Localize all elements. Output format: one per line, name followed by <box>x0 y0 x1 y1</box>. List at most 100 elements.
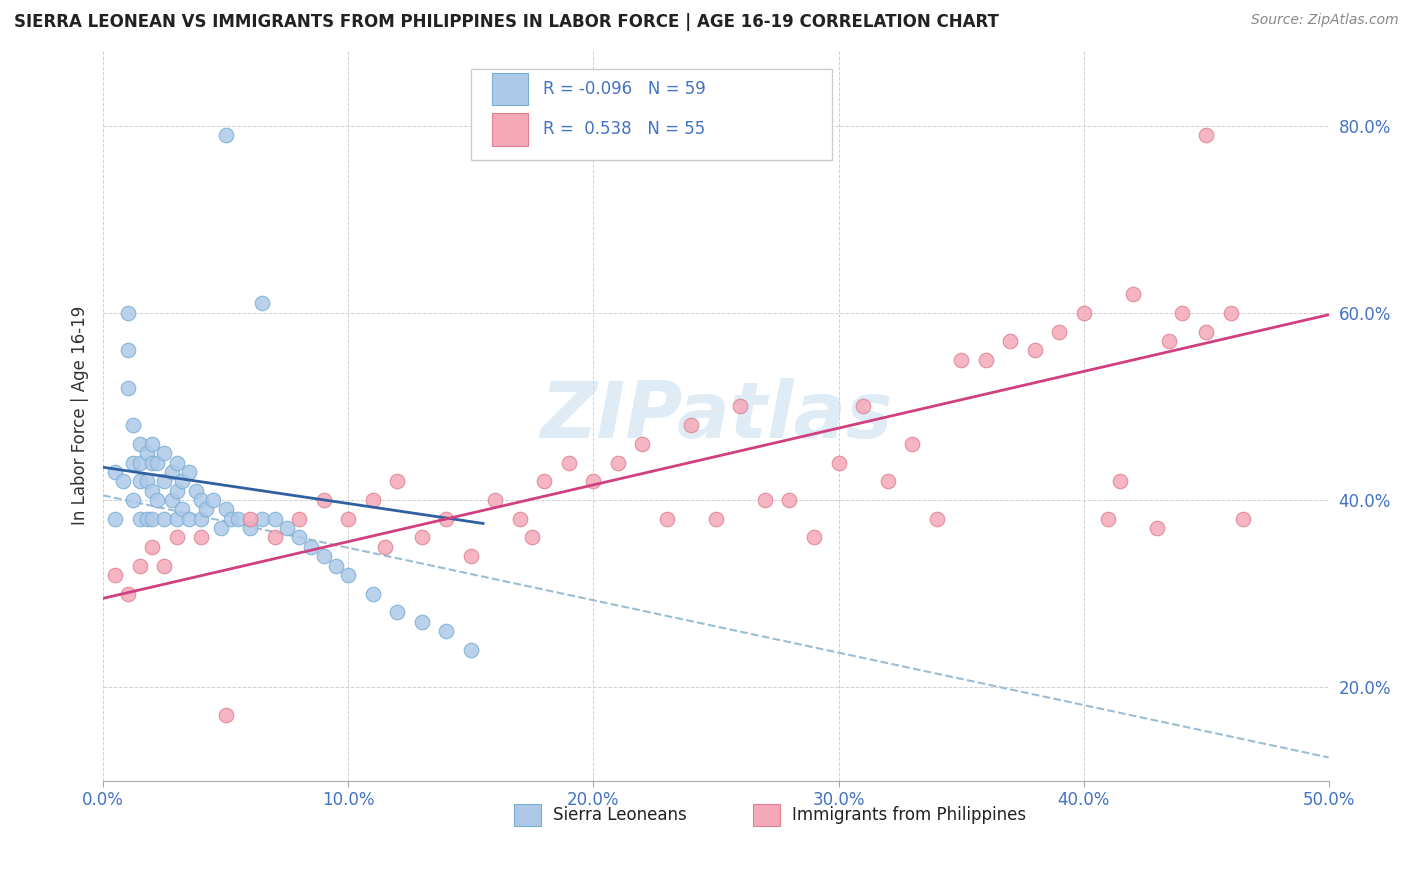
Point <box>950 352 973 367</box>
Point <box>901 437 924 451</box>
Point <box>215 708 238 723</box>
Point <box>146 493 169 508</box>
Point <box>1146 521 1168 535</box>
Point <box>361 587 384 601</box>
Point <box>754 493 776 508</box>
Point <box>190 512 212 526</box>
Point <box>195 502 218 516</box>
Point <box>190 531 212 545</box>
Point <box>998 334 1021 348</box>
Point <box>411 531 433 545</box>
Point <box>276 521 298 535</box>
Point <box>177 512 200 526</box>
Point <box>153 558 176 573</box>
Point <box>166 512 188 526</box>
Point <box>312 549 335 564</box>
Point <box>263 512 285 526</box>
Point <box>141 540 163 554</box>
Point <box>1109 475 1132 489</box>
Point <box>226 512 249 526</box>
Point <box>434 624 457 639</box>
Point <box>160 493 183 508</box>
Point <box>104 465 127 479</box>
Point <box>219 512 242 526</box>
Point <box>117 587 139 601</box>
Point <box>434 512 457 526</box>
FancyBboxPatch shape <box>471 69 832 161</box>
Point <box>252 296 274 310</box>
Text: Immigrants from Philippines: Immigrants from Philippines <box>792 806 1026 824</box>
Text: R =  0.538   N = 55: R = 0.538 N = 55 <box>543 120 706 138</box>
Point <box>387 475 409 489</box>
FancyBboxPatch shape <box>752 805 780 826</box>
Point <box>190 493 212 508</box>
Point <box>170 502 193 516</box>
Point <box>1047 325 1070 339</box>
Text: SIERRA LEONEAN VS IMMIGRANTS FROM PHILIPPINES IN LABOR FORCE | AGE 16-19 CORRELA: SIERRA LEONEAN VS IMMIGRANTS FROM PHILIP… <box>14 13 998 31</box>
Point <box>146 456 169 470</box>
Point <box>129 558 152 573</box>
Point <box>1097 512 1119 526</box>
Point <box>1073 306 1095 320</box>
Point <box>1219 306 1241 320</box>
Point <box>779 493 801 508</box>
Point <box>104 512 127 526</box>
Point <box>730 400 752 414</box>
Point <box>136 475 159 489</box>
Point <box>631 437 654 451</box>
Text: ZIPatlas: ZIPatlas <box>540 378 891 454</box>
Point <box>153 512 176 526</box>
Point <box>239 521 262 535</box>
Point <box>170 475 193 489</box>
Point <box>141 483 163 498</box>
Text: R = -0.096   N = 59: R = -0.096 N = 59 <box>543 80 706 98</box>
Point <box>117 306 139 320</box>
Text: Sierra Leoneans: Sierra Leoneans <box>553 806 686 824</box>
Point <box>1122 287 1144 301</box>
Point <box>520 531 543 545</box>
Text: Source: ZipAtlas.com: Source: ZipAtlas.com <box>1251 13 1399 28</box>
FancyBboxPatch shape <box>513 805 541 826</box>
Point <box>177 465 200 479</box>
Point <box>509 512 531 526</box>
Point <box>803 531 825 545</box>
Point <box>325 558 347 573</box>
Point <box>141 456 163 470</box>
Point <box>681 418 703 433</box>
Point <box>606 456 628 470</box>
Point <box>288 531 311 545</box>
Point <box>166 483 188 498</box>
Point <box>827 456 849 470</box>
Point <box>704 512 727 526</box>
Point <box>263 531 285 545</box>
Point <box>186 483 208 498</box>
Point <box>215 502 238 516</box>
Point <box>117 343 139 358</box>
Point <box>166 531 188 545</box>
Point <box>1024 343 1046 358</box>
Point <box>209 521 232 535</box>
Point <box>121 493 143 508</box>
Point <box>288 512 311 526</box>
Point <box>337 568 360 582</box>
Point <box>301 540 323 554</box>
Point <box>361 493 384 508</box>
Point <box>111 475 134 489</box>
Point <box>166 456 188 470</box>
Point <box>1159 334 1181 348</box>
FancyBboxPatch shape <box>492 112 529 145</box>
FancyBboxPatch shape <box>492 72 529 105</box>
Point <box>160 465 183 479</box>
Point <box>582 475 605 489</box>
Point <box>460 549 482 564</box>
Point <box>533 475 555 489</box>
Point <box>141 512 163 526</box>
Point <box>558 456 581 470</box>
Point <box>484 493 506 508</box>
Point <box>129 456 152 470</box>
Point <box>1195 325 1218 339</box>
Y-axis label: In Labor Force | Age 16-19: In Labor Force | Age 16-19 <box>72 306 89 525</box>
Point <box>1170 306 1192 320</box>
Point <box>239 512 262 526</box>
Point <box>1232 512 1254 526</box>
